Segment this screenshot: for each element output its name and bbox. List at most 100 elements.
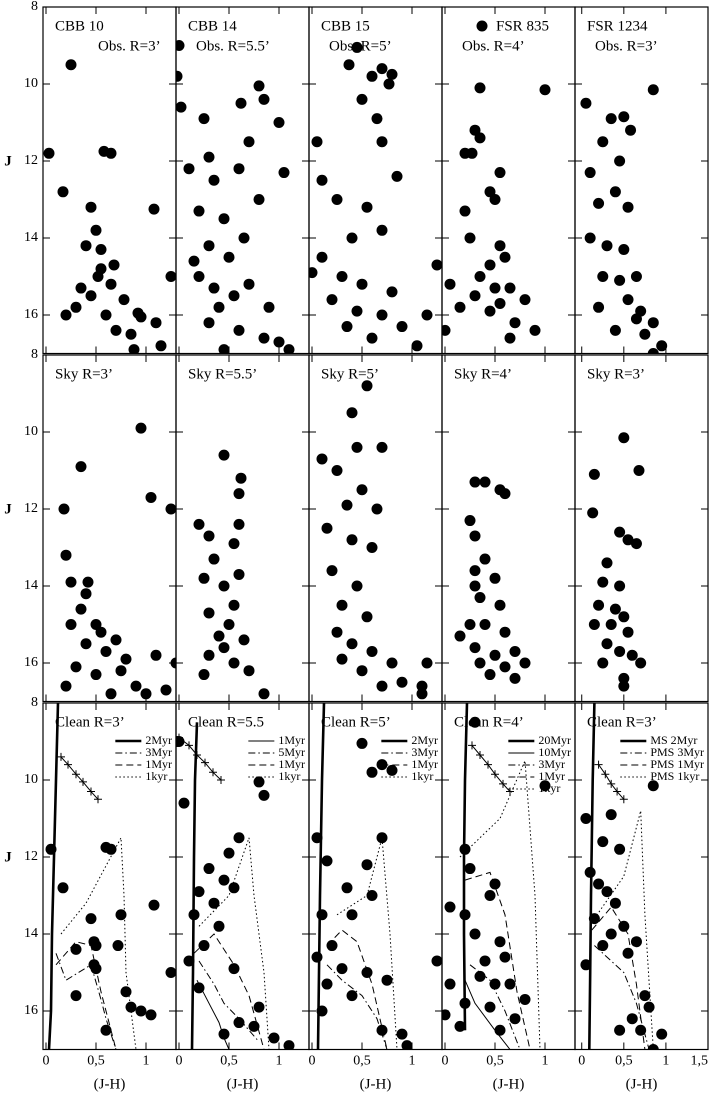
star-point [203,863,215,875]
star-point [105,843,117,855]
star-point [469,476,481,488]
plot-area [176,40,295,354]
star-point [356,484,368,496]
panel-title: FSR 835 [496,18,549,34]
star-point [593,301,605,313]
star-point [597,836,609,848]
star-point [459,843,471,855]
star-point [444,978,456,990]
star-point [396,1028,408,1040]
star-point [135,422,147,434]
star-point [160,684,172,696]
star-point [474,970,486,982]
star-point [263,301,275,313]
star-point [268,1032,280,1044]
reddening-marker [619,795,628,804]
star-point [223,619,235,630]
star-point [70,661,82,673]
star-point [489,282,501,294]
star-point [346,638,358,650]
star-point [43,147,55,159]
legend-label: 1kyr [278,769,300,783]
reddening-vector [60,756,99,800]
reddening-marker [506,787,514,796]
star-point [258,789,270,801]
star-point [580,959,592,971]
star-point [233,488,245,500]
y-tick-label: 10 [24,772,38,787]
panel: 8 10 12 14 16 J CBB 10 Obs. R=3’ [4,0,177,355]
star-point [499,488,511,500]
star-point [656,340,668,352]
star-point [110,324,122,336]
star-point [584,167,596,179]
x-axis-label: (J-H) [94,1076,126,1092]
star-point [321,522,333,534]
star-point [361,859,373,871]
star-point [316,909,328,921]
star-point [243,665,255,677]
star-point [499,251,511,263]
star-point [112,940,124,952]
y-tick-label: 8 [31,347,38,362]
title-marker [476,20,488,32]
panel-title: FSR 1234 [587,18,648,34]
star-point [228,963,240,975]
legend-label: 1Myr [145,757,172,771]
star-point [499,626,511,638]
reddening-marker [201,758,209,767]
star-point [243,278,255,290]
plot-area [454,476,531,684]
star-point [509,317,521,329]
star-point [253,194,265,205]
isochrone [198,960,260,1043]
star-point [336,271,348,282]
star-point [442,1009,451,1021]
star-point [198,113,210,125]
star-point [639,328,651,340]
star-point [618,611,630,623]
y-tick-label: 14 [24,926,38,941]
ms-line [190,722,199,1050]
star-point [253,1001,265,1013]
legend-label: PMS 3Myr [650,745,704,759]
star-point [588,913,600,925]
star-point [311,951,323,963]
star-point [479,476,491,488]
star-point [60,549,72,561]
plot-area [58,422,176,700]
star-point [366,542,378,553]
star-point [198,572,210,584]
reddening-marker [468,741,476,750]
star-point [148,203,160,215]
panel: CBB 15 Obs. R=5’ [308,6,443,355]
star-point [609,186,621,198]
panel-title: Sky R=5’ [321,366,379,382]
star-point [95,244,107,256]
y-tick-label: 14 [24,578,38,593]
star-point [630,936,642,948]
panel: Sky R=4’ [441,354,576,703]
y-axis-label: J [4,153,12,169]
isochrone [316,703,326,1050]
star-point [614,1024,626,1036]
star-point [459,205,471,217]
star-point [208,553,220,565]
x-tick-label: 0 [176,1054,183,1069]
star-point [474,592,486,604]
star-point [115,665,127,677]
isochrone [462,703,469,1031]
star-point [539,780,551,792]
star-point [618,672,630,684]
star-point [356,665,368,677]
plot-area [176,722,295,1050]
panel-title: Clean R=3’ [55,714,125,730]
star-point [494,599,506,611]
star-point [140,688,152,700]
star-point [311,832,323,844]
star-point [454,630,466,642]
reddening-marker [64,760,72,769]
star-point [75,282,87,294]
star-point [70,301,82,313]
